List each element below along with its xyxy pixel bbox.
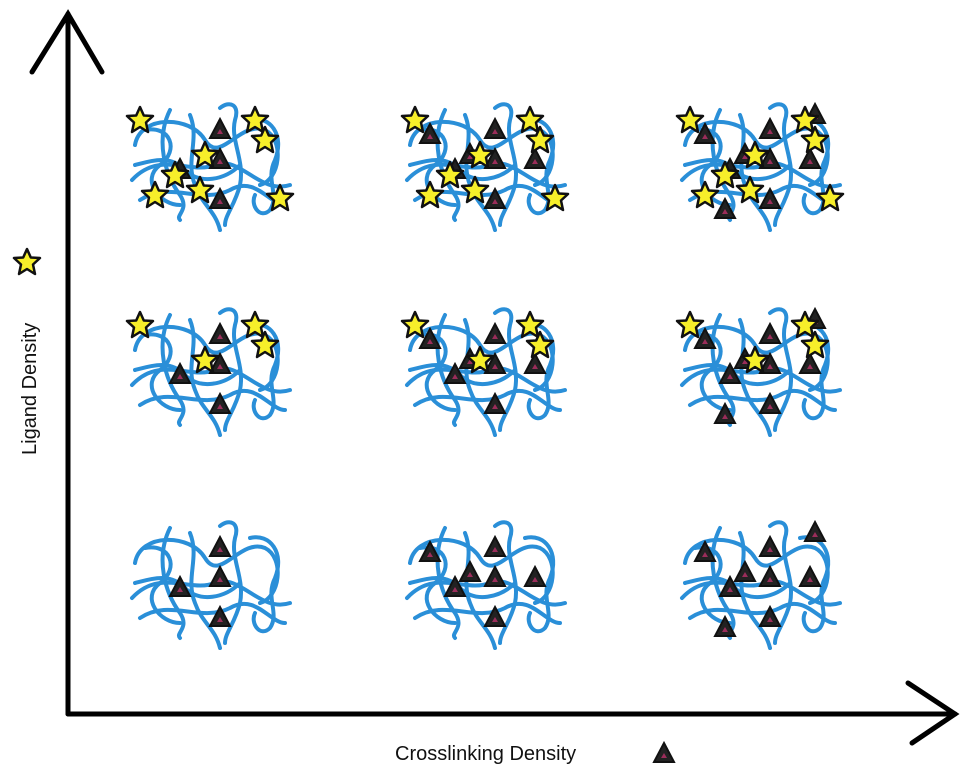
crosslink	[485, 119, 505, 138]
x-axis-label: Crosslinking Density	[395, 743, 576, 765]
crosslink	[460, 562, 480, 581]
ligand	[142, 182, 168, 207]
crosslink	[760, 324, 780, 343]
crosslink	[760, 119, 780, 138]
diagram: Ligand Density Crosslinking Density	[0, 0, 962, 770]
crosslink	[210, 567, 230, 586]
star-icon	[14, 249, 40, 274]
ligand	[692, 182, 718, 207]
crosslink	[735, 562, 755, 581]
crosslink	[525, 149, 545, 168]
crosslink	[800, 149, 820, 168]
crosslink	[525, 567, 545, 586]
triangle-icon	[654, 743, 674, 762]
crosslink	[210, 537, 230, 556]
crosslink	[525, 354, 545, 373]
crosslink	[210, 119, 230, 138]
ligand	[417, 182, 443, 207]
network-grid	[127, 104, 843, 648]
crosslink	[800, 354, 820, 373]
crosslink	[760, 537, 780, 556]
crosslink	[760, 567, 780, 586]
crosslink	[210, 324, 230, 343]
crosslink	[800, 567, 820, 586]
crosslink	[805, 522, 825, 541]
crosslink	[485, 567, 505, 586]
crosslink	[485, 537, 505, 556]
crosslink	[485, 324, 505, 343]
y-axis-label: Ligand Density	[19, 323, 41, 455]
